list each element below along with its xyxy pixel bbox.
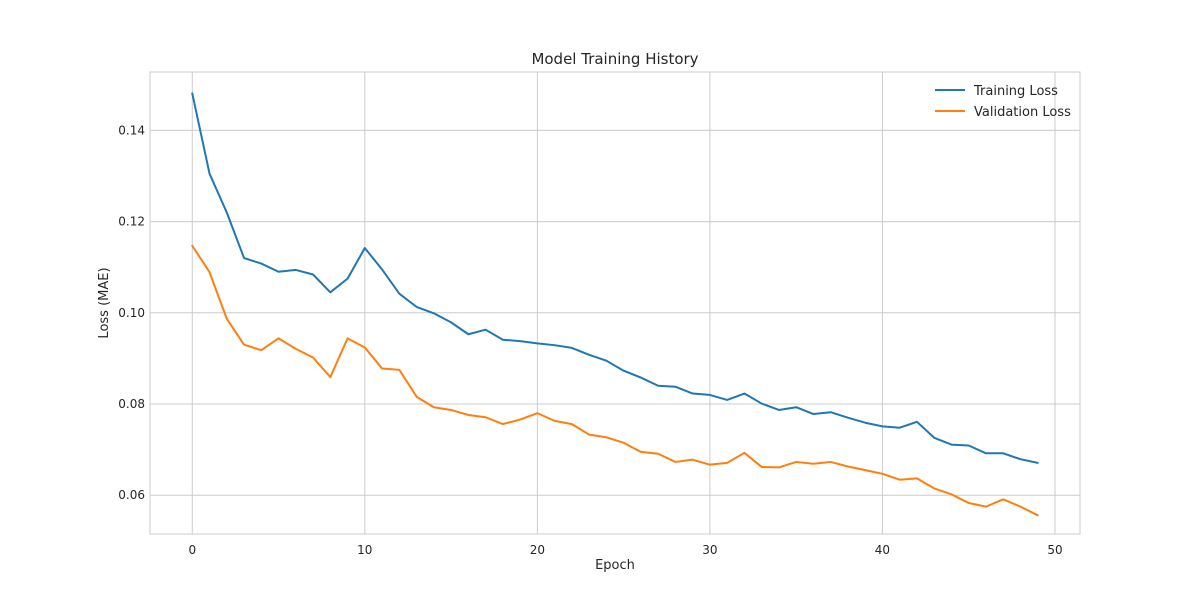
- plot-area: [150, 72, 1080, 534]
- y-tick-label: 0.12: [118, 215, 145, 229]
- x-tick-label: 20: [530, 543, 545, 557]
- series-layer: [191, 92, 1039, 517]
- x-tick-labels: 0 10 20 30 40 50: [188, 543, 1062, 557]
- x-tick-label: 0: [188, 543, 196, 557]
- legend-label-training-loss: Training Loss: [973, 84, 1058, 99]
- series-line-validation-loss: [191, 244, 1039, 517]
- x-tick-label: 50: [1047, 543, 1062, 557]
- x-tick-label: 40: [875, 543, 890, 557]
- plot-frame: [149, 71, 1081, 535]
- y-tick-label: 0.06: [118, 488, 145, 502]
- y-tick-label: 0.14: [118, 123, 145, 137]
- legend: Training Loss Validation Loss: [935, 84, 1071, 120]
- grid: [150, 72, 1080, 534]
- series-line-training-loss: [191, 92, 1039, 464]
- y-tick-label: 0.10: [118, 306, 145, 320]
- y-axis-label: Loss (MAE): [97, 267, 112, 338]
- y-tick-labels: 0.06 0.08 0.10 0.12 0.14: [118, 123, 145, 502]
- y-tick-label: 0.08: [118, 397, 145, 411]
- chart-title: Model Training History: [531, 50, 698, 68]
- x-axis-label: Epoch: [595, 558, 635, 573]
- legend-label-validation-loss: Validation Loss: [974, 105, 1071, 120]
- x-tick-label: 30: [702, 543, 717, 557]
- x-tick-label: 10: [357, 543, 372, 557]
